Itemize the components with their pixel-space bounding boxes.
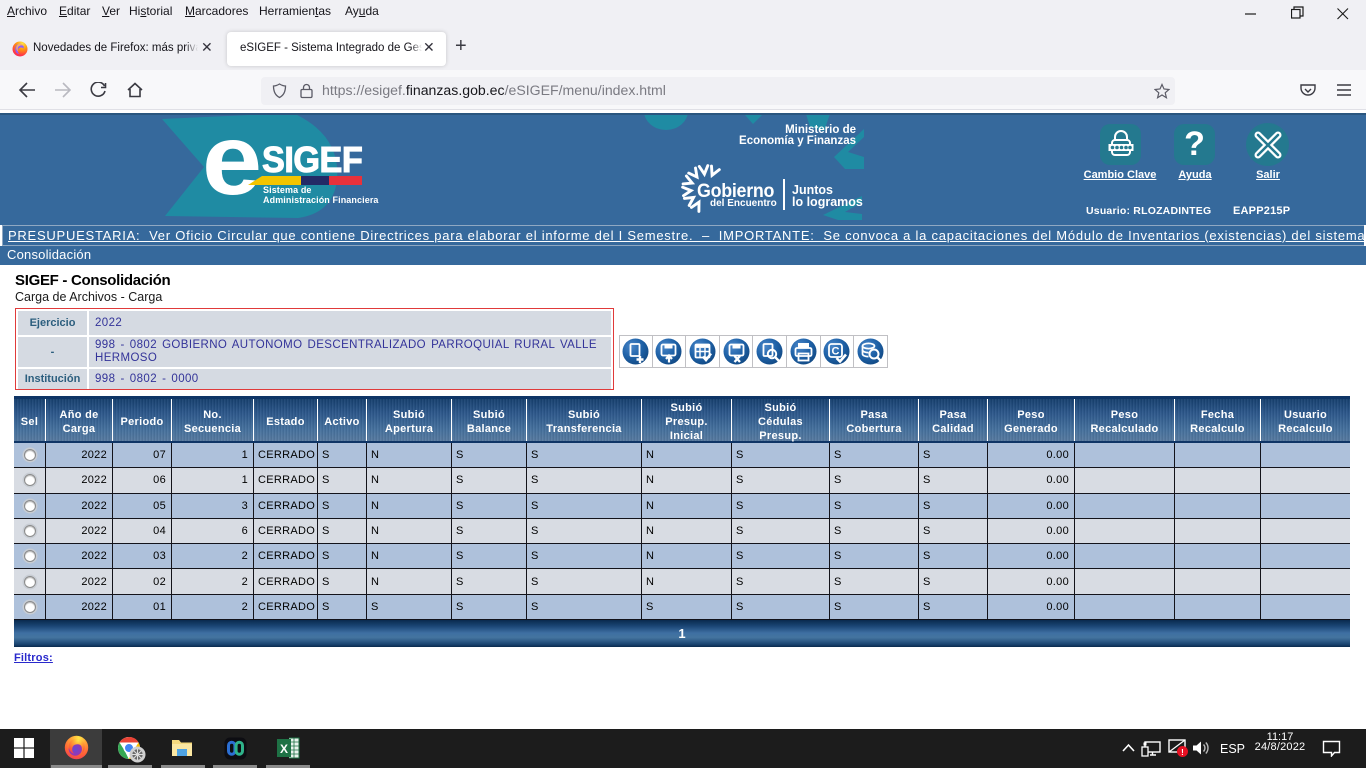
svg-text:!: ! <box>1181 748 1184 757</box>
svg-text:X: X <box>280 742 288 756</box>
svg-text:C: C <box>832 346 840 358</box>
